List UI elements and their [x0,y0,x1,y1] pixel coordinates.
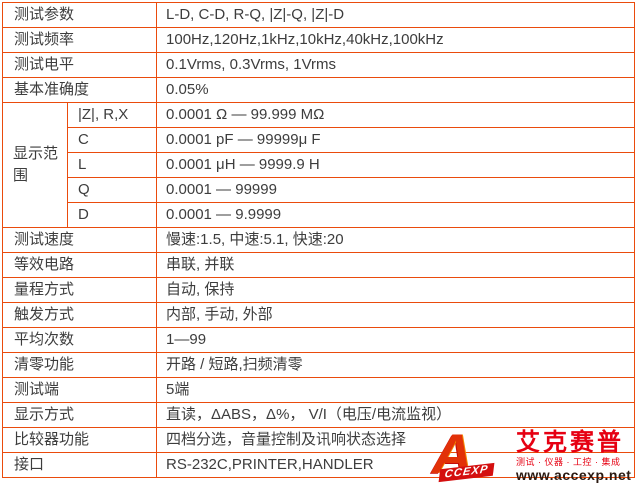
table-row: 显示范围 |Z|, R,X 0.0001 Ω — 99.999 MΩ [2,102,636,228]
spec-label: 显示方式 [1,402,158,428]
spec-label: 清零功能 [1,352,158,378]
spec-label: 基本准确度 [1,77,158,103]
spec-label: 量程方式 [1,277,158,303]
spec-value: 0.0001 — 99999 [156,177,636,203]
table-row: 测试频率 100Hz,120Hz,1kHz,10kHz,40kHz,100kHz [1,27,636,53]
spec-value: RS-232C,PRINTER,HANDLER [156,452,636,478]
table-row: 测试端 5端 [1,377,636,403]
spec-value: 0.0001 pF — 99999μ F [156,127,636,153]
spec-label: 接口 [1,452,158,478]
spec-value: 慢速:1.5, 中速:5.1, 快速:20 [156,227,636,253]
spec-label: 等效电路 [1,252,158,278]
spec-label: 测试频率 [1,27,158,53]
spec-label: 测试速度 [1,227,158,253]
table-row: L 0.0001 μH — 9999.9 H [3,152,636,178]
spec-value: L-D, C-D, R-Q, |Z|-Q, |Z|-D [156,2,636,28]
table-row: 基本准确度 0.05% [1,77,636,103]
table-row: 接口 RS-232C,PRINTER,HANDLER [1,452,636,478]
spec-sublabel: |Z|, R,X [66,102,158,128]
spec-value: 0.0001 μH — 9999.9 H [156,152,636,178]
spec-label: 平均次数 [1,327,158,353]
table-row: 测试速度 慢速:1.5, 中速:5.1, 快速:20 [1,227,636,253]
table-row: 等效电路 串联, 并联 [1,252,636,278]
table-row: 测试电平 0.1Vrms, 0.3Vrms, 1Vrms [1,52,636,78]
spec-value: 开路 / 短路,扫频清零 [156,352,636,378]
spec-value: 0.0001 Ω — 99.999 MΩ [156,102,636,128]
spec-group-label: 显示范围 [2,102,68,228]
spec-value: 0.05% [156,77,636,103]
spec-sublabel: C [66,127,158,153]
spec-value: 内部, 手动, 外部 [156,302,636,328]
spec-label: 测试电平 [1,52,158,78]
table-row: 比较器功能 四档分选，音量控制及讯响状态选择 [1,427,636,453]
spec-label: 测试参数 [1,2,158,28]
table-row: D 0.0001 — 9.9999 [3,202,636,228]
spec-value: 四档分选，音量控制及讯响状态选择 [156,427,636,453]
spec-value: 5端 [156,377,636,403]
table-row: Q 0.0001 — 99999 [3,177,636,203]
spec-value: 100Hz,120Hz,1kHz,10kHz,40kHz,100kHz [156,27,636,53]
table-row: 清零功能 开路 / 短路,扫频清零 [1,352,636,378]
spec-sublabel: L [66,152,158,178]
table-row: 平均次数 1—99 [1,327,636,353]
table-row: 测试参数 L-D, C-D, R-Q, |Z|-Q, |Z|-D [1,2,636,28]
spec-label: 触发方式 [1,302,158,328]
spec-value: 串联, 并联 [156,252,636,278]
table-row: 量程方式 自动, 保持 [1,277,636,303]
spec-value: 自动, 保持 [156,277,636,303]
table-row: 显示方式 直读，ΔABS，Δ%， V/I（电压/电流监视） [1,402,636,428]
spec-value: 1—99 [156,327,636,353]
spec-value: 0.1Vrms, 0.3Vrms, 1Vrms [156,52,636,78]
spec-value: 直读，ΔABS，Δ%， V/I（电压/电流监视） [156,402,636,428]
table-row: C 0.0001 pF — 99999μ F [3,127,636,153]
spec-sublabel: Q [66,177,158,203]
spec-value: 0.0001 — 9.9999 [156,202,636,228]
spec-label: 比较器功能 [1,427,158,453]
table-row: 触发方式 内部, 手动, 外部 [1,302,636,328]
spec-label: 测试端 [1,377,158,403]
spec-sublabel: D [66,202,158,228]
